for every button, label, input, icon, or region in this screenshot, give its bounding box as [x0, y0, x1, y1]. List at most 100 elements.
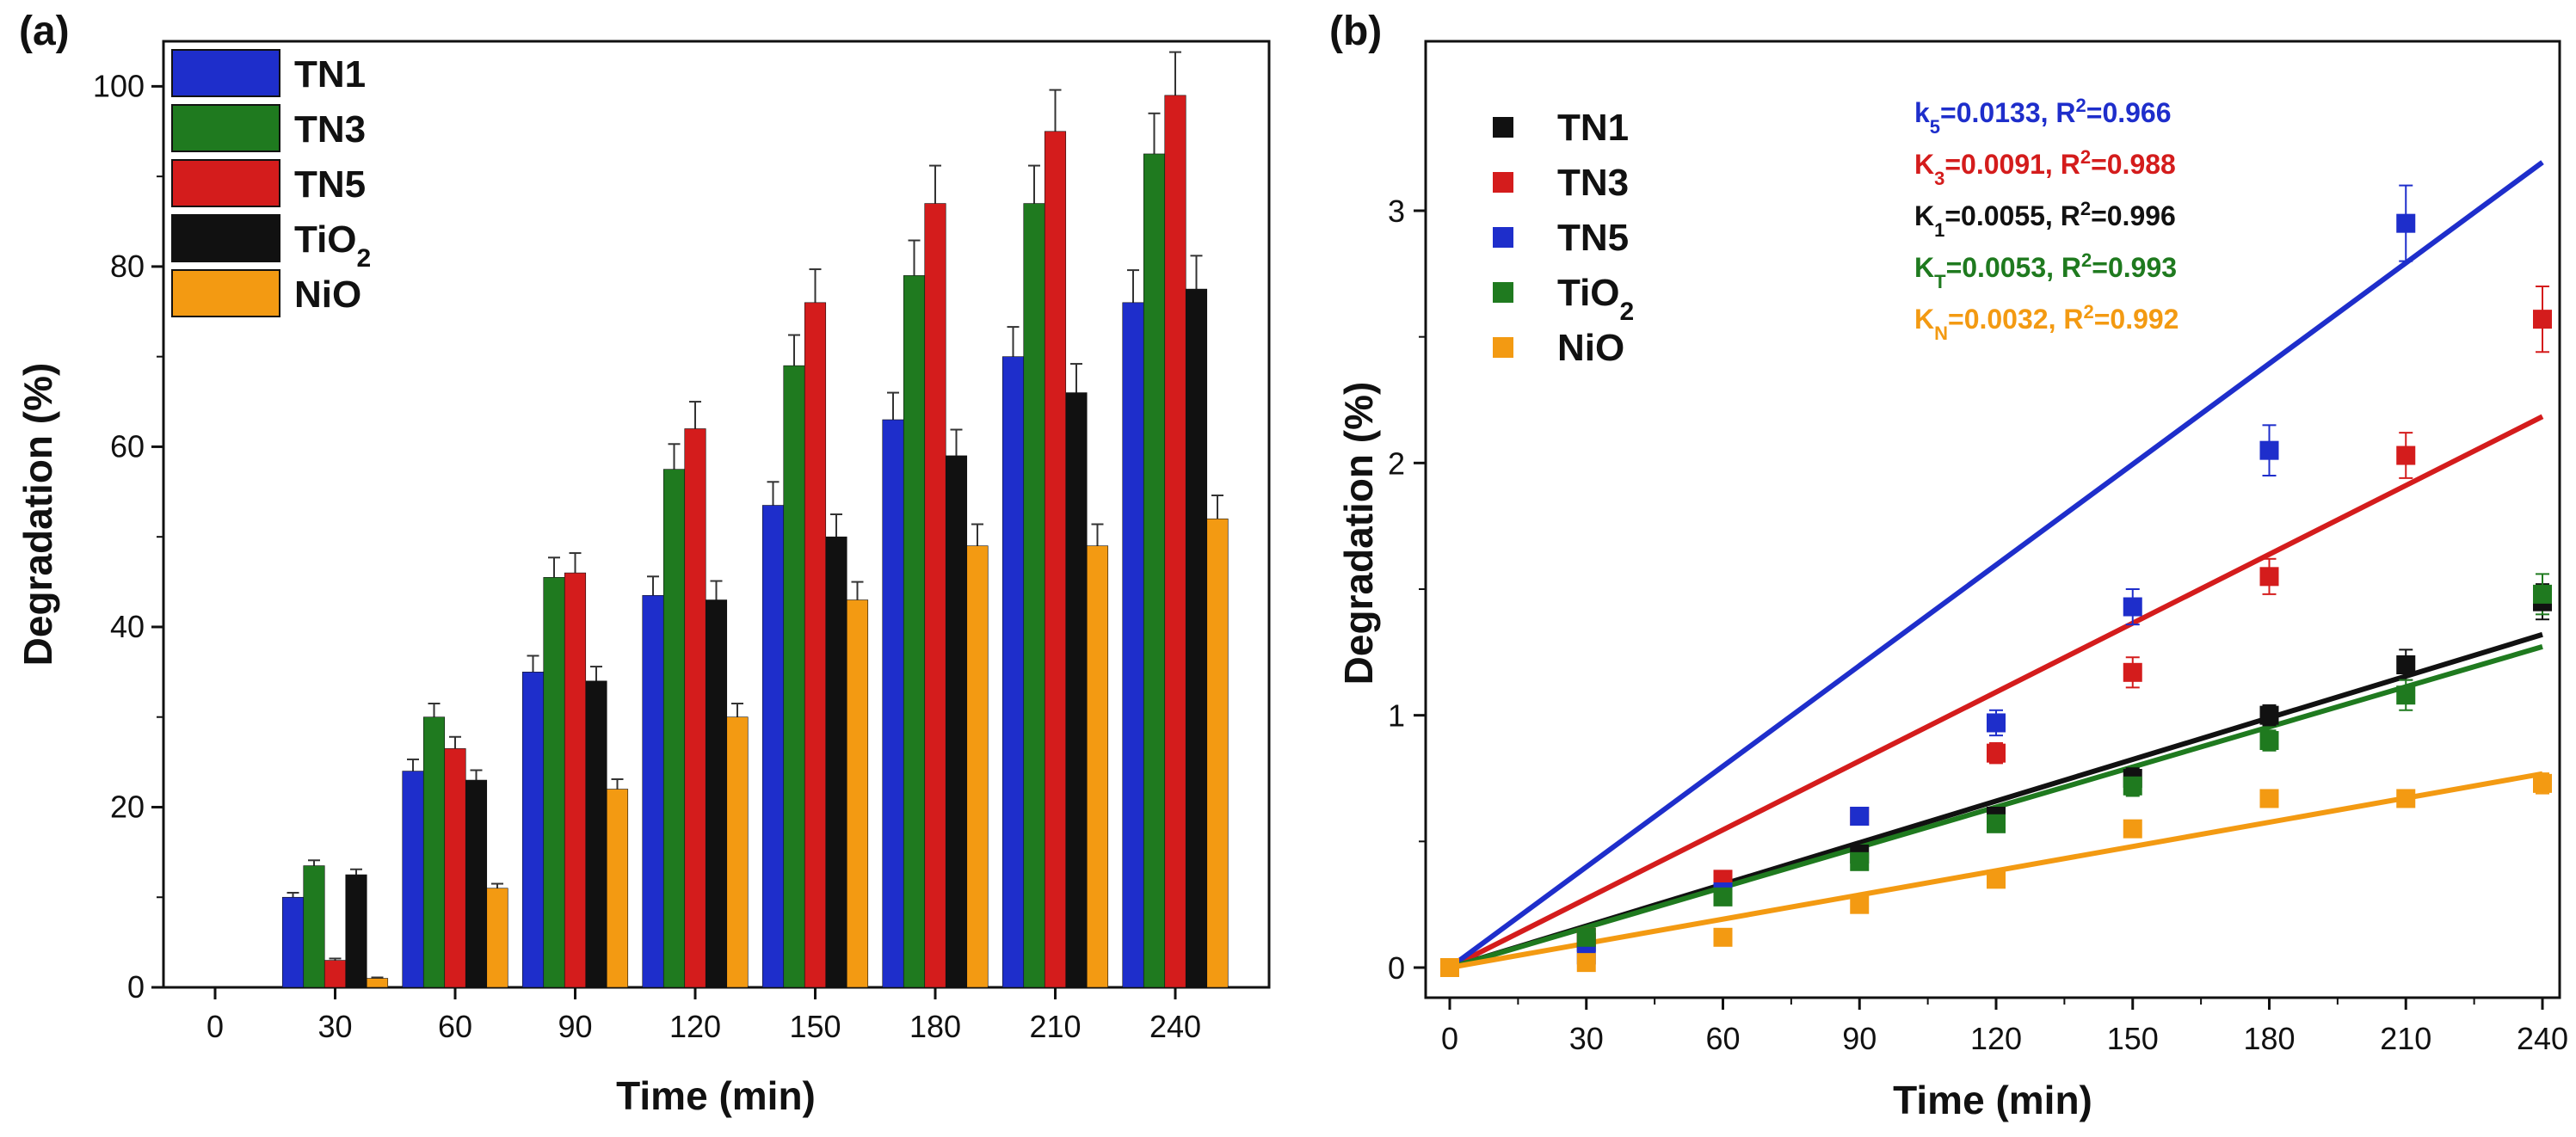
fit-equation-tn3: K3=0.0091, R2=0.988 [1914, 146, 2176, 189]
errorbar-tn3-90 [548, 556, 560, 578]
bar-tn5-120 [684, 428, 706, 988]
bar-tio2-60 [465, 779, 488, 988]
errorbar-nio-150 [851, 581, 864, 600]
point-tn3-240 [2533, 310, 2552, 329]
b-legend-label-tn1: TN1 [1557, 107, 1629, 149]
errorbar-tn3-210 [1028, 164, 1040, 204]
bar-tn5-180 [924, 203, 946, 988]
errorbar-tn5-180 [929, 164, 941, 204]
bar-tio2-240 [1185, 288, 1208, 988]
b-y-tick-label: 2 [1388, 446, 1405, 481]
bar-tn3-30 [303, 865, 325, 988]
b-legend-marker-tn1 [1493, 117, 1513, 138]
panel-b-plot-frame [1424, 40, 2561, 999]
b-x-tick-label: 210 [2380, 1021, 2431, 1056]
point-tn3-210 [2396, 446, 2416, 465]
errorbar-tio2-240 [1190, 255, 1203, 290]
bar-tn5-210 [1044, 131, 1067, 988]
point-tn5-180 [2259, 440, 2279, 460]
bar-tn1-60 [402, 771, 424, 988]
errorbar-tn5-240 [1169, 51, 1181, 95]
a-x-tick-label: 120 [669, 1009, 721, 1044]
point-tn5-210 [2396, 213, 2416, 233]
b-x-tick-label: 180 [2243, 1021, 2295, 1056]
legend-swatch-tn1 [171, 49, 280, 97]
errorbar-nio-60 [491, 882, 503, 888]
b-x-tick-label: 60 [1705, 1021, 1740, 1056]
legend-label-nio: NiO [294, 273, 361, 316]
bar-tn3-150 [783, 365, 805, 988]
bar-nio-150 [846, 599, 869, 988]
errorbar-tn1-210 [1007, 326, 1020, 357]
bar-tio2-90 [585, 680, 607, 988]
a-y-tick-label: 100 [93, 68, 145, 103]
errorbar-tn3-30 [308, 859, 320, 866]
point-tn1-210 [2396, 655, 2416, 674]
bar-tn1-30 [281, 896, 305, 988]
errorbar-tn5-60 [449, 735, 461, 749]
bar-tn1-240 [1122, 302, 1144, 988]
errorbar-tn5-90 [569, 552, 582, 574]
fit-line-tn3 [1448, 414, 2544, 970]
panel-b-x-axis-title: Time (min) [1893, 1078, 2092, 1122]
a-x-tick-label: 180 [909, 1009, 961, 1044]
errorbar-nio-90 [611, 778, 624, 790]
point-nio-90 [1850, 894, 1870, 914]
errorbar-nio-120 [731, 703, 743, 717]
bar-nio-180 [966, 545, 989, 988]
legend-label-tio2-subscript: 2 [357, 244, 372, 273]
bar-nio-210 [1086, 545, 1109, 988]
errorbar-tn1-30 [287, 892, 299, 898]
point-tn3-120 [1987, 743, 2006, 763]
errorbar-tn1-60 [407, 758, 419, 771]
b-y-tick-label: 0 [1388, 950, 1405, 986]
b-legend-marker-nio [1493, 337, 1513, 358]
bar-tn5-150 [804, 302, 827, 988]
fit-line-tn5 [1448, 160, 2544, 970]
a-x-tick-label: 240 [1149, 1009, 1201, 1044]
a-x-tick-label: 0 [206, 1009, 224, 1044]
bar-tn3-120 [662, 469, 686, 988]
panel-b-label: (b) [1329, 9, 1382, 54]
point-tio2-240 [2533, 584, 2552, 604]
panel-a-x-axis-title: Time (min) [616, 1073, 816, 1118]
bar-tn3-180 [903, 275, 926, 988]
b-x-tick-label: 90 [1842, 1021, 1877, 1056]
bar-tio2-30 [345, 874, 367, 988]
b-legend-label-tio2: TiO2 [1557, 272, 1634, 326]
errorbar-tio2-180 [950, 428, 963, 456]
b-x-tick-label: 150 [2107, 1021, 2159, 1056]
errorbar-tn3-60 [428, 703, 441, 717]
bar-tio2-180 [945, 455, 968, 988]
legend-swatch-nio [171, 269, 280, 317]
errorbar-nio-180 [971, 523, 983, 546]
b-x-tick-label: 240 [2517, 1021, 2568, 1056]
b-legend-label-tn3: TN3 [1557, 162, 1629, 204]
errorbar-tn5-30 [329, 957, 342, 961]
a-x-tick-label: 90 [558, 1009, 592, 1044]
bar-nio-120 [726, 716, 749, 988]
point-tn3-150 [2123, 662, 2142, 682]
point-tio2-150 [2123, 776, 2142, 796]
a-x-tick-label: 150 [789, 1009, 841, 1044]
errorbar-tio2-120 [710, 580, 723, 600]
a-y-tick-label: 80 [110, 249, 145, 284]
a-y-tick-label: 0 [127, 969, 145, 1005]
bar-nio-30 [366, 978, 389, 988]
errorbar-tio2-90 [590, 666, 602, 681]
panel-b: (b) 0 1 2 3 0 30 60 90 120 150 180 210 240 TN1 TN3 TN… [1329, 9, 2568, 1122]
errorbar-tn3-240 [1148, 112, 1161, 154]
bar-tio2-120 [705, 599, 728, 988]
point-nio-180 [2259, 789, 2279, 808]
point-tio2-30 [1576, 927, 1596, 947]
b-y-tick-label: 1 [1388, 698, 1405, 734]
errorbar-tn3-180 [908, 239, 921, 276]
bar-tn3-240 [1143, 153, 1166, 988]
bar-tn5-90 [564, 572, 587, 988]
b-x-tick-label: 0 [1441, 1021, 1458, 1056]
point-tio2-210 [2396, 685, 2416, 705]
errorbar-tn3-150 [788, 334, 800, 366]
bar-tn3-90 [543, 577, 565, 988]
